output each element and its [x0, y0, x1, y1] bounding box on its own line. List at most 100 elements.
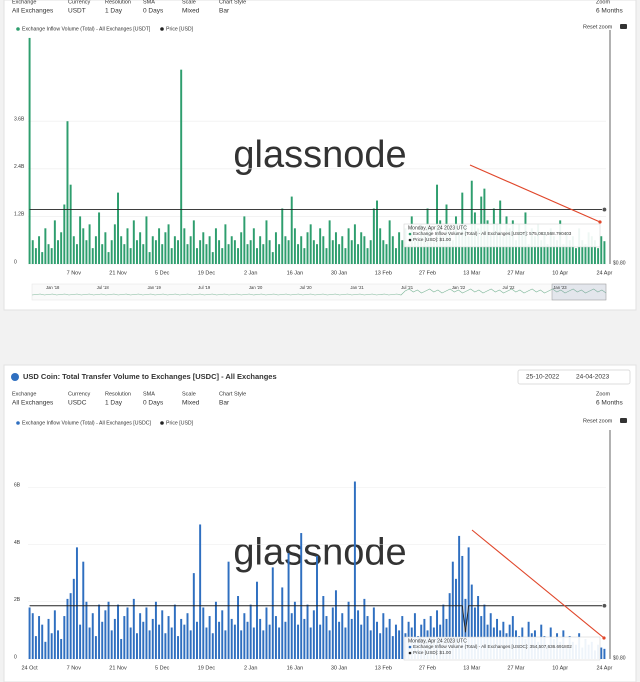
bar — [101, 621, 104, 659]
navigator-label: Jul '21 — [401, 285, 414, 290]
control-value[interactable]: Bar — [219, 400, 230, 407]
bar — [161, 610, 164, 659]
navigator-label: Jan '18 — [46, 285, 60, 290]
trend-arrow — [471, 529, 605, 639]
bar — [401, 240, 404, 264]
bar — [186, 613, 189, 659]
tooltip-dot — [408, 232, 412, 236]
bar — [312, 240, 315, 264]
control-label: Currency — [68, 391, 91, 397]
control-value[interactable]: Mixed — [182, 400, 200, 407]
bar — [287, 240, 290, 264]
bar — [363, 598, 366, 659]
bar — [243, 613, 246, 659]
legend-label[interactable]: Price [USD] — [166, 420, 194, 426]
bar — [85, 601, 88, 659]
bar — [132, 598, 135, 659]
bar — [473, 607, 476, 659]
navigator-label: Jan '21 — [350, 285, 364, 290]
control-value[interactable]: USDC — [68, 400, 87, 407]
x-tick-label: 13 Feb — [375, 665, 392, 671]
bar — [423, 232, 426, 264]
bar — [66, 598, 69, 659]
bar — [281, 587, 284, 659]
bar — [82, 228, 85, 264]
bar — [151, 618, 154, 659]
navigator-window[interactable] — [551, 283, 607, 301]
navigator-label: Jan '23 — [553, 285, 567, 290]
bar — [34, 636, 37, 659]
bar — [47, 244, 50, 264]
bar — [88, 627, 91, 659]
date-range[interactable] — [517, 369, 631, 385]
bar — [394, 248, 397, 264]
control-value[interactable]: Bar — [219, 8, 230, 15]
bar — [316, 555, 318, 659]
bar — [568, 240, 571, 264]
x-tick-label: 5 Dec — [155, 270, 170, 276]
bar — [382, 613, 385, 659]
legend-label[interactable]: Exchange Inflow Volume (Total) - All Exc… — [22, 26, 151, 32]
bar — [300, 236, 303, 264]
bar — [316, 244, 318, 264]
control-value[interactable]: USDT — [68, 8, 86, 15]
bar — [369, 630, 372, 659]
legend-label[interactable]: Price [USD] — [166, 26, 194, 32]
zoom-value[interactable]: 6 Months — [596, 400, 623, 407]
zoom-value[interactable]: 6 Months — [596, 8, 623, 15]
bar — [249, 604, 252, 659]
bar — [268, 624, 271, 659]
navigator-series — [31, 288, 607, 296]
zoom-label: Zoom — [596, 0, 610, 5]
control-value[interactable]: 0 Days — [143, 8, 164, 15]
legend-label[interactable]: Exchange Inflow Volume (Total) - All Exc… — [22, 420, 151, 426]
reset-zoom[interactable]: Reset zoom — [583, 418, 613, 424]
bar — [230, 618, 233, 659]
y-tick-label: 1.2B — [14, 212, 25, 218]
y2-tick-label: $0.80 — [613, 260, 626, 266]
tooltip — [403, 223, 601, 248]
bar — [262, 244, 265, 264]
bar — [571, 236, 574, 264]
bar — [360, 624, 363, 659]
control-label: Scale — [182, 0, 196, 5]
bar — [66, 121, 69, 264]
bar — [164, 633, 167, 659]
bar — [167, 224, 170, 264]
coin-icon — [11, 373, 19, 381]
bar — [230, 236, 233, 264]
bar — [44, 641, 47, 659]
bar — [394, 624, 397, 659]
bar — [256, 581, 258, 659]
bar — [448, 593, 451, 659]
bar — [120, 638, 123, 659]
control-value[interactable]: 0 Days — [143, 400, 164, 407]
control-value[interactable]: 1 Day — [105, 400, 123, 407]
bar — [379, 228, 382, 264]
bar — [391, 636, 394, 659]
bar — [527, 244, 530, 264]
bar — [600, 647, 603, 659]
reset-zoom[interactable]: Reset zoom — [583, 24, 613, 30]
bar — [161, 244, 164, 264]
bar — [38, 236, 41, 264]
bar — [189, 630, 192, 659]
bar — [590, 236, 593, 264]
hover-dot — [601, 603, 607, 609]
bar — [180, 618, 183, 659]
bar — [334, 232, 337, 264]
bar — [107, 252, 110, 264]
control-value[interactable]: Mixed — [182, 8, 200, 15]
navigator — [31, 283, 607, 301]
tooltip-dot — [408, 645, 412, 649]
control-value[interactable]: 1 Day — [105, 8, 123, 15]
control-value[interactable]: All Exchanges — [12, 400, 54, 407]
bar — [252, 228, 255, 264]
bar — [442, 236, 445, 264]
bar — [148, 252, 151, 264]
bar — [587, 232, 590, 264]
bar — [366, 616, 369, 659]
control-value[interactable]: All Exchanges — [12, 8, 54, 15]
bar — [521, 232, 524, 264]
bar — [91, 613, 94, 659]
